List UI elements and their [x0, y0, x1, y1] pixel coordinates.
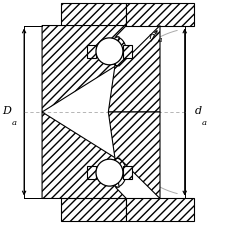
Polygon shape	[61, 199, 126, 221]
Text: a: a	[157, 36, 161, 44]
Circle shape	[95, 39, 123, 65]
Text: r: r	[148, 32, 153, 41]
Polygon shape	[123, 167, 131, 179]
Polygon shape	[87, 46, 95, 58]
Text: a: a	[12, 118, 17, 126]
Polygon shape	[123, 46, 131, 58]
Text: D: D	[3, 105, 11, 115]
Polygon shape	[61, 4, 126, 26]
Circle shape	[95, 160, 123, 186]
Polygon shape	[108, 26, 159, 112]
Polygon shape	[42, 112, 126, 199]
Polygon shape	[87, 167, 95, 179]
Polygon shape	[42, 26, 126, 112]
Text: a: a	[201, 118, 206, 126]
Polygon shape	[108, 112, 159, 199]
Polygon shape	[126, 199, 193, 221]
Text: d: d	[194, 105, 201, 115]
Polygon shape	[126, 4, 193, 26]
